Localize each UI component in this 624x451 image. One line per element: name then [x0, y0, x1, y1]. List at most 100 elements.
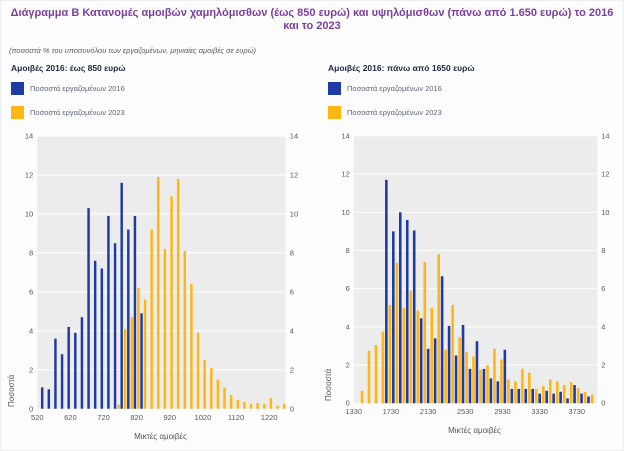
y-tick-label: 10 [601, 208, 609, 217]
bar-2016 [489, 378, 493, 404]
bar-2023 [409, 290, 413, 404]
bar-2023 [183, 250, 186, 409]
bar-2023 [562, 385, 566, 404]
legend-swatch-2023 [11, 106, 24, 119]
y-tick-label: 8 [29, 248, 33, 257]
bar-2016 [475, 341, 479, 404]
bar-2023 [269, 398, 273, 409]
bar-2023 [150, 229, 153, 409]
y-tick-label: 8 [346, 246, 350, 255]
x-tick-label: 1730 [383, 407, 399, 416]
bar-2016 [385, 179, 388, 404]
y-tick-label: 10 [25, 209, 33, 218]
legend-swatch-2023 [328, 106, 341, 119]
x-tick-label: 620 [64, 413, 77, 422]
y-tick-label: 2 [346, 361, 350, 370]
bar-2016 [60, 354, 64, 409]
figure-title: Διάγραμμα Β Κατανομές αμοιβών χαμηλόμισθ… [10, 7, 614, 32]
bar-2016 [545, 390, 548, 404]
legend-item-2016: Ποσοστά εργαζομένων 2016 [328, 82, 623, 95]
legend-label-2023: Ποσοστά εργαζομένων 2023 [30, 108, 125, 117]
bar-2023 [143, 299, 147, 409]
low-wage-chart-panel: Αμοιβές 2016: έως 850 ευρώ Ποσοστά εργαζ… [1, 60, 312, 441]
bar-2023 [249, 403, 253, 409]
y-tick-label: 4 [29, 326, 33, 335]
bar-2016 [531, 388, 535, 404]
bar-2016 [580, 393, 583, 404]
bar-2023 [203, 360, 206, 409]
y-tick-label: 14 [342, 131, 350, 140]
bar-2016 [496, 381, 500, 404]
bar-2023 [157, 176, 160, 409]
bar-2023 [472, 356, 475, 404]
bar-2023 [216, 379, 220, 409]
bar-2023 [263, 403, 266, 409]
bar-2016 [524, 388, 528, 404]
y-tick-label: 8 [601, 246, 605, 255]
y-tick-label: 6 [290, 287, 294, 296]
bar-2023 [123, 328, 127, 409]
bar-2023 [395, 262, 399, 404]
bar-2023 [243, 401, 246, 409]
bar-2023 [465, 351, 468, 404]
y-tick-label: 0 [346, 399, 350, 408]
x-tick-label: 3730 [569, 407, 585, 416]
legend-swatch-2016 [328, 82, 341, 95]
bar-2023 [479, 369, 482, 404]
bar-2023 [210, 367, 213, 409]
bar-chart-high-wage: 0 0 2 2 4 4 6 6 8 8 10 10 12 12 14 14 1330 1730 2130 2530 29… [342, 131, 610, 416]
x-tick-label: 1220 [261, 413, 278, 422]
y-tick-label: 2 [601, 361, 605, 370]
bar-2023 [137, 287, 140, 409]
y-tick-label: 12 [342, 170, 350, 179]
plot-wrap-high-wage: Ποσοστά 0 0 2 2 4 4 6 6 8 8 10 10 12 12 14 14 1330 1730 21… [324, 130, 623, 423]
bar-2016 [517, 388, 521, 404]
bar-2023 [500, 359, 503, 404]
high-wage-chart-panel: Αμοιβές 2016: πάνω από 1650 ευρώ Ποσοστά… [312, 60, 623, 441]
x-tick-label: 520 [31, 413, 44, 422]
bar-2023 [430, 307, 434, 404]
bar-2023 [437, 254, 440, 404]
bar-2023 [196, 332, 200, 409]
bar-2016 [67, 326, 70, 409]
bar-2023 [282, 403, 286, 409]
y-tick-label: 6 [346, 284, 350, 293]
legend-label-2016: Ποσοστά εργαζομένων 2016 [30, 84, 125, 93]
bar-2016 [503, 349, 507, 404]
y-tick-label: 14 [290, 132, 298, 141]
plot-wrap-low-wage: Ποσοστά 0 0 2 2 4 4 6 6 8 8 10 10 12 12 14 14 520 620 720 8… [7, 130, 312, 429]
bar-2023 [276, 405, 279, 409]
bar-2023 [590, 394, 594, 404]
legend-low-wage: Ποσοστά εργαζομένων 2016 Ποσοστά εργαζομ… [11, 82, 312, 119]
x-tick-label: 3330 [531, 407, 547, 416]
bar-2016 [482, 368, 486, 404]
bar-2016 [133, 215, 137, 409]
x-tick-label: 1330 [345, 407, 361, 416]
bar-2023 [507, 379, 510, 404]
bar-2016 [140, 313, 143, 409]
y-tick-label: 2 [290, 365, 294, 374]
bar-2016 [100, 268, 104, 409]
bar-2016 [426, 348, 430, 404]
bar-2016 [468, 368, 472, 404]
bar-2023 [388, 304, 392, 404]
bar-2016 [433, 338, 437, 404]
y-tick-label: 4 [601, 322, 605, 331]
bar-2023 [548, 379, 552, 404]
y-tick-label: 0 [601, 399, 605, 408]
y-tick-label: 6 [601, 284, 605, 293]
x-axis-title-high-wage: Μικτές αμοιβές [448, 426, 501, 436]
charts-row: Αμοιβές 2016: έως 850 ευρώ Ποσοστά εργαζ… [1, 60, 623, 441]
bar-2023 [444, 349, 447, 404]
bar-2023 [416, 310, 420, 404]
bar-2016 [398, 212, 402, 404]
bar-2023 [117, 404, 120, 409]
legend-high-wage: Ποσοστά εργαζομένων 2016 Ποσοστά εργαζομ… [328, 82, 623, 119]
x-tick-label: 920 [163, 413, 176, 422]
bar-2023 [521, 368, 524, 404]
y-tick-label: 14 [25, 132, 33, 141]
bar-2023 [493, 348, 496, 404]
bar-2016 [538, 393, 541, 404]
legend-item-2023: Ποσοστά εργαζομένων 2023 [11, 106, 312, 119]
